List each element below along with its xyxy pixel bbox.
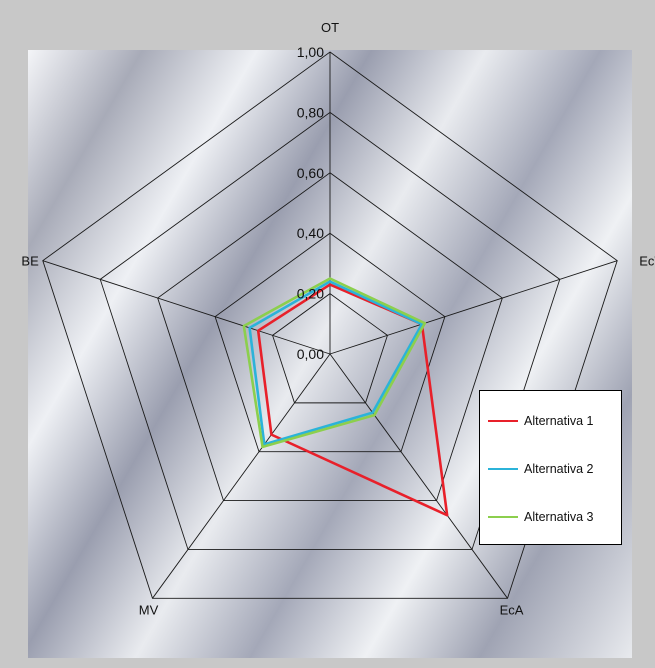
series-alternativa-2 <box>248 280 424 446</box>
axis-label-be: BE <box>21 254 39 269</box>
tick-label-3: 0,60 <box>297 165 324 181</box>
legend-item-alternativa-2: Alternativa 2 <box>488 461 593 477</box>
legend-label: Alternativa 1 <box>524 414 594 428</box>
legend-item-alternativa-1: Alternativa 1 <box>488 413 593 429</box>
tick-label-2: 0,40 <box>297 225 324 241</box>
tick-label-1: 0,20 <box>297 286 324 302</box>
grid-ring <box>99 111 561 550</box>
tick-label-4: 0,80 <box>297 104 324 120</box>
axis-spoke <box>329 260 618 355</box>
axis-label-ot: OT <box>321 20 339 35</box>
axis-spoke <box>152 353 331 599</box>
tick-label-5: 1,00 <box>297 44 324 60</box>
axis-label-eca: EcA <box>500 602 524 617</box>
tick-labels: 0,00 0,20 0,40 0,60 0,80 1,00 <box>297 44 324 362</box>
grid-ring <box>214 232 446 453</box>
legend-swatch <box>488 516 518 518</box>
grid-ring <box>157 172 503 502</box>
tick-label-0: 0,00 <box>297 346 324 362</box>
grid <box>42 51 618 599</box>
grid-ring <box>42 51 618 599</box>
legend-item-alternativa-3: Alternativa 3 <box>488 509 593 525</box>
series-layer <box>242 277 449 517</box>
grid-ring <box>272 293 388 404</box>
axis-spoke <box>42 260 331 355</box>
axis-spoke <box>329 353 508 599</box>
axis-label-mv: MV <box>139 602 159 617</box>
axis-labels: OT EcT EcA MV BE <box>21 20 655 617</box>
legend-swatch <box>488 420 518 422</box>
axis-label-ect: EcT <box>639 254 655 269</box>
legend-label: Alternativa 2 <box>524 462 594 476</box>
series-alternativa-3 <box>242 277 427 449</box>
legend: Alternativa 1 Alternativa 2 Alternativa … <box>479 390 622 545</box>
legend-swatch <box>488 468 518 470</box>
legend-label: Alternativa 3 <box>524 510 594 524</box>
